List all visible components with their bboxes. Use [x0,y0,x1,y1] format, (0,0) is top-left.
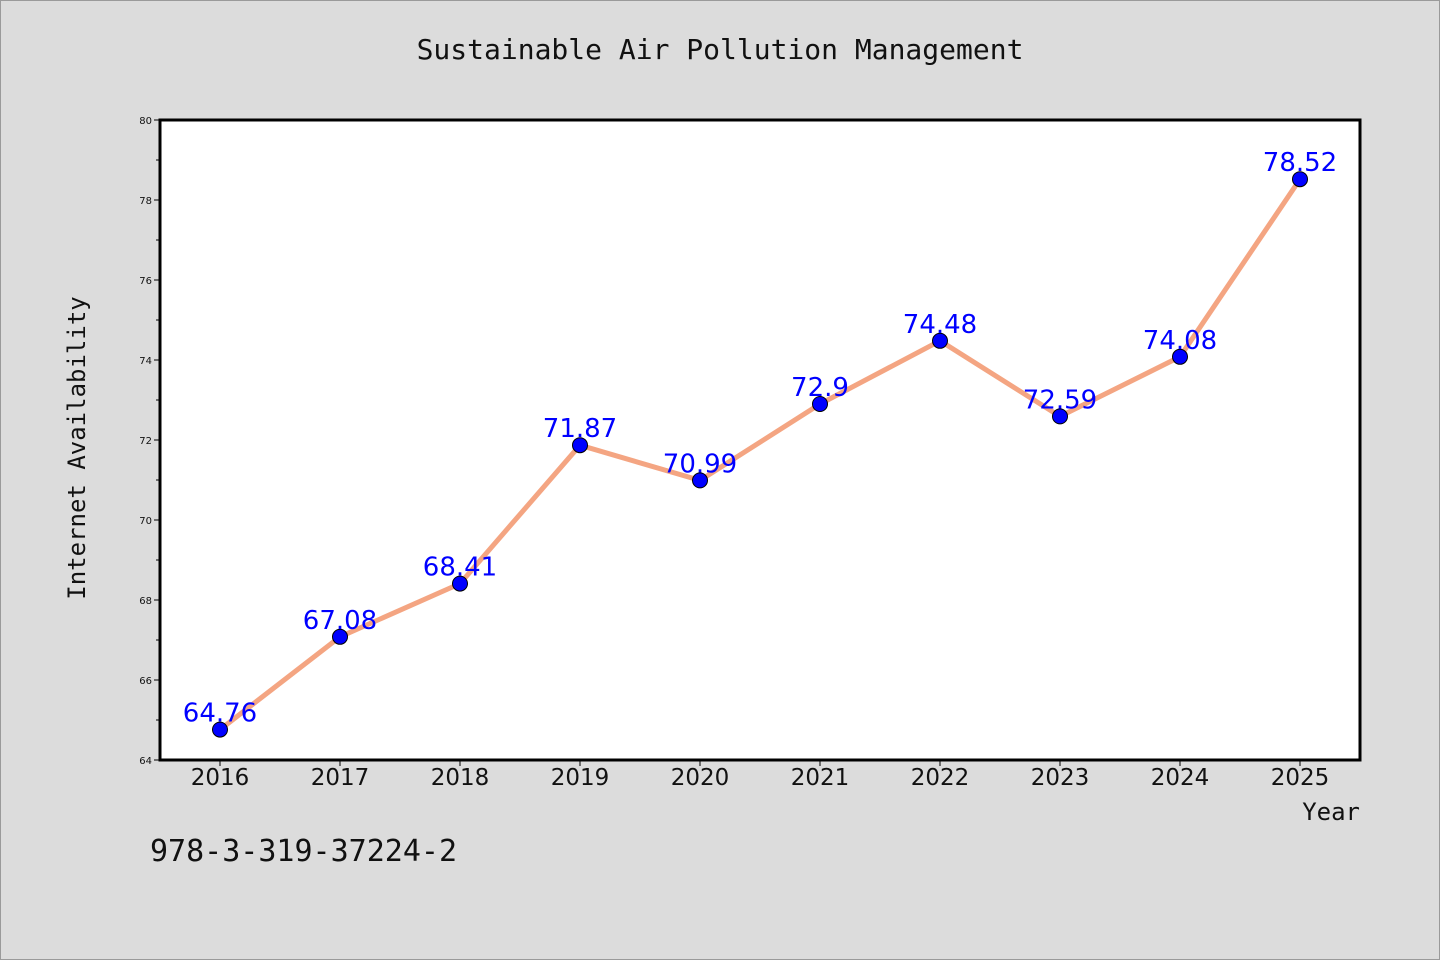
x-tick-label: 2017 [311,765,370,791]
chart-title: Sustainable Air Pollution Management [416,33,1024,66]
data-label: 68.41 [423,553,497,583]
x-tick-label: 2024 [1151,765,1210,791]
x-tick-label: 2018 [431,765,490,791]
y-axis-label: Internet Availability [63,296,91,599]
data-label: 71.87 [543,414,617,444]
y-tick-label: 64 [139,756,152,767]
data-point [1172,348,1188,365]
y-tick-label: 74 [139,356,152,367]
data-point [1292,171,1308,188]
x-tick-label: 2020 [671,765,730,791]
x-tick-label: 2016 [191,765,250,791]
data-point [332,628,348,645]
data-point [812,396,828,412]
x-tick-label: 2019 [551,765,610,791]
data-label: 78.52 [1263,148,1337,178]
data-point [572,437,588,454]
data-label: 72.59 [1023,385,1097,415]
y-tick-label: 80 [139,116,152,127]
y-tick-label: 76 [139,276,152,287]
x-tick-label: 2023 [1031,765,1090,791]
x-tick-label: 2021 [791,765,850,791]
y-tick-label: 70 [139,516,152,527]
data-label: 64.76 [183,699,257,729]
data-label: 72.9 [791,373,849,403]
data-point [1052,408,1068,425]
y-tick-label: 68 [139,596,152,607]
data-point [452,575,468,592]
data-label: 67.08 [303,606,377,636]
isbn-text: 978-3-319-37224-2 [150,834,458,869]
x-tick-label: 2025 [1271,765,1330,791]
y-tick-label: 72 [139,436,152,447]
data-label: 74.48 [903,310,977,340]
y-tick-label: 66 [139,676,152,687]
data-label: 74.08 [1143,326,1217,356]
x-tick-label: 2022 [911,765,970,791]
data-point [692,472,708,489]
series-line [217,176,1303,733]
data-point [212,721,228,738]
x-axis-label: Year [1302,798,1360,826]
data-point [932,332,948,349]
y-tick-label: 78 [139,196,152,207]
data-label: 70.99 [663,449,737,479]
